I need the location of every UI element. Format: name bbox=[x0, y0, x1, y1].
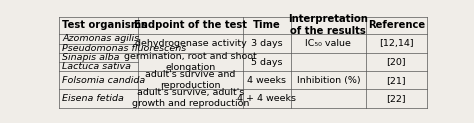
Bar bbox=[366, 34, 427, 53]
Text: adult's survive and
reproduction: adult's survive and reproduction bbox=[146, 70, 236, 90]
Text: 4 + 4 weeks: 4 + 4 weeks bbox=[237, 94, 296, 103]
Bar bbox=[291, 89, 366, 108]
Text: germination, root and shoot
elongation: germination, root and shoot elongation bbox=[124, 52, 257, 72]
Text: Lactuca sativa: Lactuca sativa bbox=[62, 62, 131, 71]
Text: Eisena fetida: Eisena fetida bbox=[62, 94, 124, 103]
Text: adult's survive, adult's
growth and reproduction: adult's survive, adult's growth and repr… bbox=[132, 88, 249, 108]
Text: Pseudomonas fluorescens: Pseudomonas fluorescens bbox=[62, 44, 186, 53]
Text: IC₅₀ value: IC₅₀ value bbox=[305, 39, 351, 48]
Text: Folsomia candida: Folsomia candida bbox=[62, 76, 146, 85]
Bar bbox=[243, 89, 291, 108]
Bar bbox=[243, 71, 291, 89]
Text: [22]: [22] bbox=[386, 94, 406, 103]
Bar bbox=[291, 53, 366, 71]
Bar bbox=[59, 89, 138, 108]
Bar bbox=[138, 53, 243, 71]
Text: Test organisms: Test organisms bbox=[62, 20, 147, 31]
Bar bbox=[243, 34, 291, 53]
Bar bbox=[138, 34, 243, 53]
Bar bbox=[59, 71, 138, 89]
Bar bbox=[243, 53, 291, 71]
Text: Inhibition (%): Inhibition (%) bbox=[297, 76, 360, 85]
Text: [12,14]: [12,14] bbox=[379, 39, 414, 48]
Bar bbox=[59, 53, 138, 71]
Bar bbox=[59, 34, 138, 53]
Bar bbox=[291, 17, 366, 34]
Text: dehydrogenase activity: dehydrogenase activity bbox=[135, 39, 246, 48]
Bar bbox=[366, 89, 427, 108]
Text: [20]: [20] bbox=[386, 58, 406, 67]
Bar bbox=[291, 34, 366, 53]
Bar bbox=[366, 17, 427, 34]
Text: Reference: Reference bbox=[368, 20, 425, 31]
Bar bbox=[59, 17, 138, 34]
Text: Interpretation
of the results: Interpretation of the results bbox=[288, 14, 368, 36]
Bar bbox=[138, 17, 243, 34]
Text: Sinapis alba: Sinapis alba bbox=[62, 53, 120, 62]
Bar bbox=[366, 71, 427, 89]
Text: 4 weeks: 4 weeks bbox=[247, 76, 286, 85]
Text: 5 days: 5 days bbox=[251, 58, 283, 67]
Text: Azomonas agilis: Azomonas agilis bbox=[62, 34, 139, 43]
Text: Time: Time bbox=[253, 20, 281, 31]
Bar bbox=[138, 89, 243, 108]
Bar bbox=[243, 17, 291, 34]
Bar bbox=[366, 53, 427, 71]
Text: Endpoint of the test: Endpoint of the test bbox=[134, 20, 247, 31]
Text: 3 days: 3 days bbox=[251, 39, 283, 48]
Text: [21]: [21] bbox=[386, 76, 406, 85]
Bar bbox=[291, 71, 366, 89]
Bar bbox=[138, 71, 243, 89]
